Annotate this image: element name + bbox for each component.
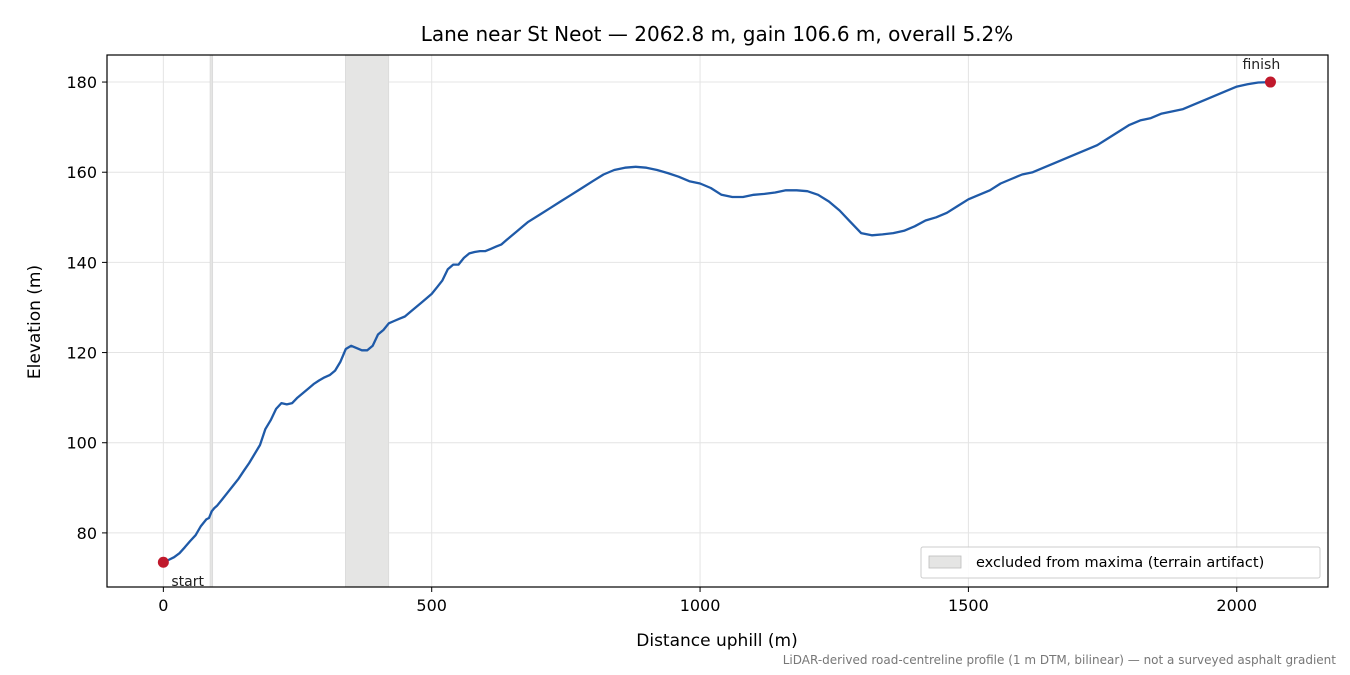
annotation-finish: finish bbox=[1242, 57, 1280, 73]
footnote: LiDAR-derived road-centreline profile (1… bbox=[783, 653, 1337, 667]
grid-layer bbox=[107, 55, 1328, 587]
marker-start bbox=[157, 556, 169, 568]
y-axis-label: Elevation (m) bbox=[25, 265, 45, 379]
legend-box bbox=[920, 546, 1321, 579]
series-layer bbox=[162, 80, 1272, 564]
x-tick-label: 1500 bbox=[948, 596, 989, 615]
x-axis-label: Distance uphill (m) bbox=[636, 631, 797, 651]
excluded-band bbox=[344, 54, 390, 588]
legend-label-excluded: excluded from maxima (terrain artifact) bbox=[976, 555, 1264, 571]
y-tick-label: 100 bbox=[66, 434, 97, 453]
x-tick-label: 500 bbox=[416, 596, 447, 615]
y-tick-label: 160 bbox=[66, 163, 97, 182]
plot-frame bbox=[106, 54, 1329, 588]
y-tick-label: 80 bbox=[77, 524, 97, 543]
tick-layer: 0 500 1000 1500 2000 80 100 120 140 160 180 bbox=[66, 73, 1257, 615]
x-tick-label: 2000 bbox=[1216, 596, 1257, 615]
chart-title: Lane near St Neot — 2062.8 m, gain 106.6… bbox=[421, 22, 1014, 46]
marker-finish bbox=[1264, 76, 1276, 88]
excluded-bands bbox=[209, 54, 390, 588]
elevation-line bbox=[162, 80, 1272, 564]
legend: excluded from maxima (terrain artifact) bbox=[920, 546, 1321, 579]
y-tick-label: 140 bbox=[66, 253, 97, 272]
excluded-band bbox=[209, 54, 214, 588]
y-tick-label: 120 bbox=[66, 344, 97, 363]
legend-swatch-excluded bbox=[928, 555, 962, 569]
annotation-start: start bbox=[171, 574, 204, 590]
x-tick-label: 0 bbox=[158, 596, 168, 615]
y-tick-label: 180 bbox=[66, 73, 97, 92]
x-tick-label: 1000 bbox=[680, 596, 721, 615]
marker-layer: start finish bbox=[157, 57, 1280, 590]
